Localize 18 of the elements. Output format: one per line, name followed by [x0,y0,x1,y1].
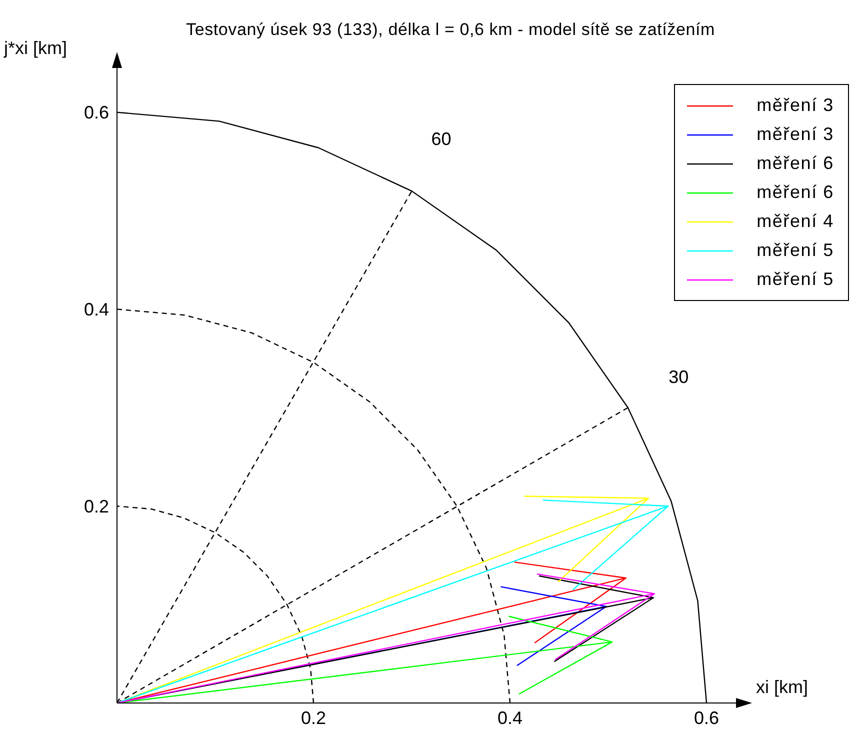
y-tick-label: 0.2 [84,496,109,516]
legend-label: měření 3 [756,124,834,145]
x-axis-title: xi [km] [756,677,808,698]
legend-label: měření 4 [756,211,834,232]
legend-label: měření 6 [756,182,834,203]
y-tick-label: 0.6 [84,102,109,123]
x-tick-label: 0.2 [300,708,326,728]
x-tick-label: 0.6 [694,708,720,728]
legend-label: měření 5 [756,240,834,261]
legend-label: měření 5 [756,269,834,290]
annotation: 60 [431,129,452,150]
legend-label: měření 3 [756,95,834,116]
x-tick-label: 0.4 [498,708,523,728]
chart-title: Testovaný úsek 93 (133), délka l = 0,6 km - model sítě se zatížením [186,20,715,39]
y-tick-label: 0.4 [84,300,109,320]
legend-label: měření 6 [756,153,834,174]
y-axis-title: j*xi [km] [4,38,67,59]
annotation: 30 [668,366,689,387]
